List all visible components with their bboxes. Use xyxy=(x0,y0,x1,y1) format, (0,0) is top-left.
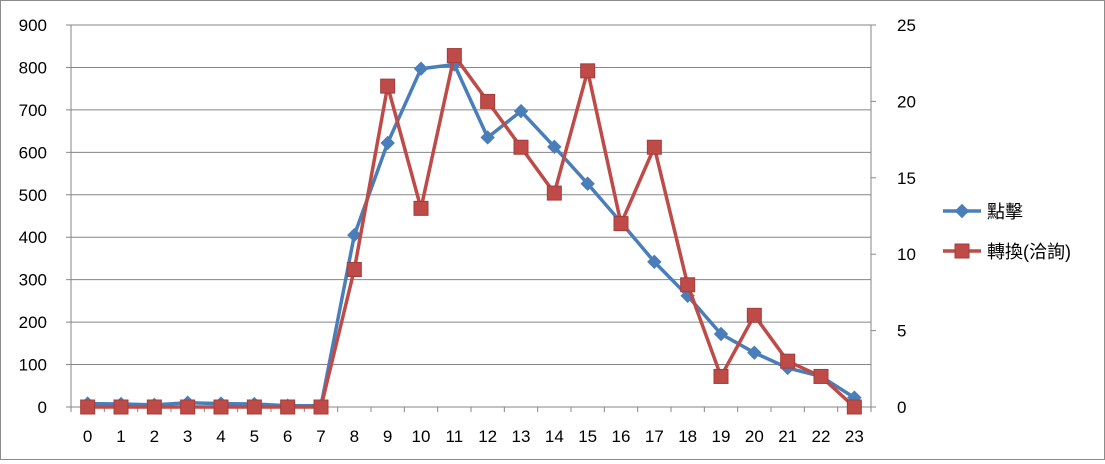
x-tick-label: 15 xyxy=(578,427,597,446)
y-right-tick-label: 15 xyxy=(897,169,916,188)
data-point xyxy=(347,227,362,243)
data-point xyxy=(480,130,495,145)
y-left-tick-label: 300 xyxy=(19,271,47,290)
data-point xyxy=(580,63,596,79)
x-tick-label: 6 xyxy=(283,427,292,446)
y-right-tick-label: 25 xyxy=(897,16,916,35)
data-point xyxy=(513,103,529,119)
data-point xyxy=(580,176,595,191)
y-right-tick-label: 5 xyxy=(897,322,906,341)
x-tick-label: 23 xyxy=(845,427,864,446)
x-tick-label: 1 xyxy=(116,427,125,446)
data-point xyxy=(813,368,829,384)
data-point xyxy=(113,399,129,415)
data-point xyxy=(780,353,796,369)
data-point xyxy=(713,368,729,384)
data-point xyxy=(446,48,462,64)
x-tick-label: 19 xyxy=(712,427,731,446)
data-point xyxy=(213,399,229,415)
data-point xyxy=(846,399,862,415)
data-point xyxy=(380,78,396,94)
x-tick-label: 17 xyxy=(645,427,664,446)
data-point xyxy=(547,139,562,155)
legend-label: 轉換(洽詢) xyxy=(987,242,1071,262)
data-point xyxy=(280,399,296,415)
x-tick-label: 22 xyxy=(812,427,831,446)
data-point xyxy=(146,399,162,415)
series xyxy=(80,48,862,415)
data-point xyxy=(480,93,496,109)
x-tick-label: 11 xyxy=(446,427,464,446)
x-tick-label: 5 xyxy=(250,427,259,446)
data-point xyxy=(346,261,362,277)
x-tick-label: 21 xyxy=(778,427,797,446)
legend-marker xyxy=(954,243,970,259)
y-left-tick-label: 700 xyxy=(19,101,47,120)
x-tick-label: 4 xyxy=(216,427,225,446)
data-point xyxy=(646,139,662,155)
y-right-tick-label: 20 xyxy=(897,92,916,111)
x-tick-label: 16 xyxy=(612,427,631,446)
data-point xyxy=(546,185,562,201)
y-left-tick-label: 400 xyxy=(19,228,47,247)
y-left-tick-label: 100 xyxy=(19,356,47,375)
legend-item-1: 點擊 xyxy=(943,202,1023,222)
data-point xyxy=(246,399,262,415)
data-point xyxy=(380,135,395,151)
x-tick-label: 7 xyxy=(316,427,325,446)
x-tick-label: 13 xyxy=(512,427,531,446)
series-2 xyxy=(80,48,862,415)
y-left-tick-label: 200 xyxy=(19,313,47,332)
data-point xyxy=(647,254,662,270)
x-tick-label: 10 xyxy=(412,427,431,446)
data-point xyxy=(746,307,762,323)
legend-marker xyxy=(954,203,970,219)
y-right-tick-label: 0 xyxy=(897,398,906,417)
x-tick-label: 2 xyxy=(150,427,159,446)
y-left-tick-label: 800 xyxy=(19,58,47,77)
data-point xyxy=(713,326,729,342)
legend-label: 點擊 xyxy=(987,202,1023,222)
y-left-tick-label: 600 xyxy=(19,143,47,162)
data-point xyxy=(513,139,529,155)
y-left-tick-label: 900 xyxy=(19,16,47,35)
x-tick-label: 20 xyxy=(745,427,764,446)
series-1 xyxy=(80,57,862,413)
x-tick-label: 3 xyxy=(183,427,192,446)
y-right-tick-label: 10 xyxy=(897,245,916,264)
grid-lines xyxy=(71,24,871,408)
data-point xyxy=(747,345,762,360)
x-tick-label: 18 xyxy=(678,427,697,446)
series-line xyxy=(87,62,856,408)
series-line xyxy=(87,53,856,409)
x-tick-label: 14 xyxy=(545,427,564,446)
legend-item-2: 轉換(洽詢) xyxy=(943,242,1071,262)
data-point xyxy=(680,277,696,293)
data-point xyxy=(613,216,629,232)
data-point xyxy=(180,399,196,415)
data-point xyxy=(413,61,429,76)
data-point xyxy=(313,399,329,415)
data-point xyxy=(80,399,96,415)
y-left-tick-label: 500 xyxy=(19,186,47,205)
x-tick-label: 9 xyxy=(383,427,392,446)
x-tick-label: 0 xyxy=(83,427,92,446)
x-tick-label: 8 xyxy=(350,427,359,446)
x-tick-label: 12 xyxy=(478,427,497,446)
data-point xyxy=(413,200,429,216)
y-left-tick-label: 0 xyxy=(38,398,47,417)
